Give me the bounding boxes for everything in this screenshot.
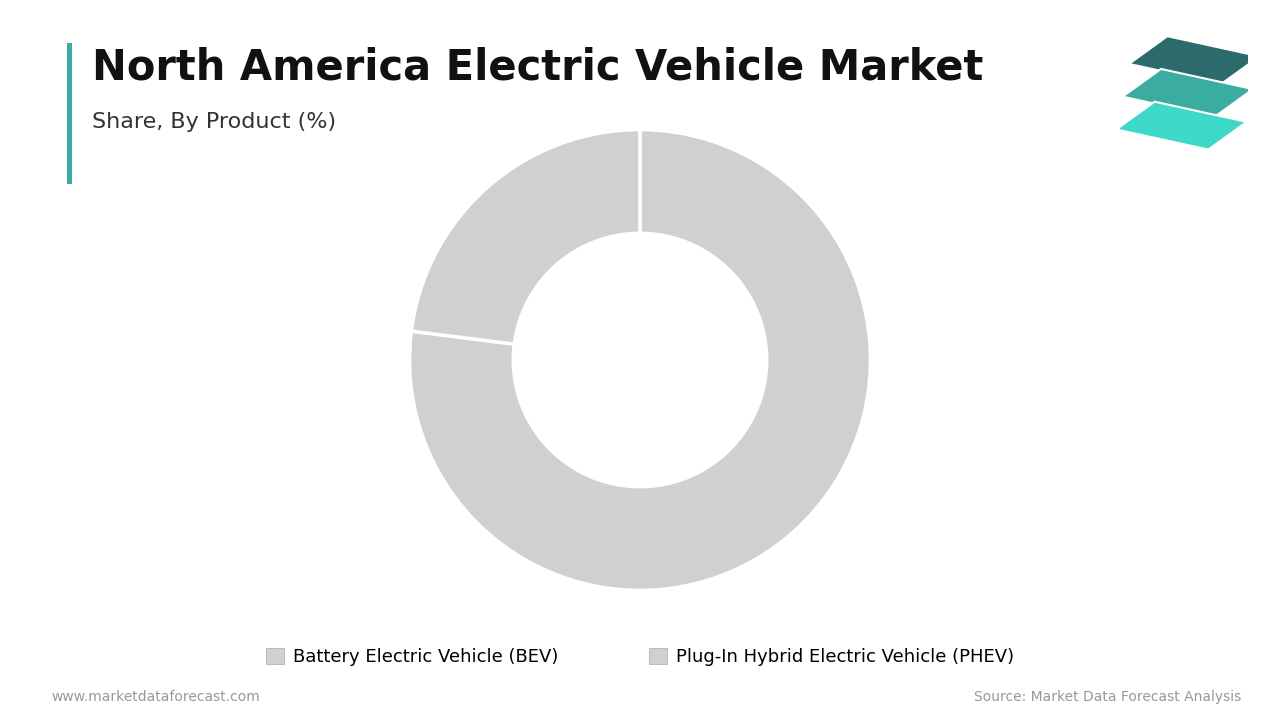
Polygon shape — [1116, 102, 1247, 150]
Text: Share, By Product (%): Share, By Product (%) — [92, 112, 337, 132]
Polygon shape — [1123, 69, 1253, 117]
Wedge shape — [410, 130, 870, 590]
Text: www.marketdataforecast.com: www.marketdataforecast.com — [51, 690, 260, 704]
Text: North America Electric Vehicle Market: North America Electric Vehicle Market — [92, 47, 983, 89]
Polygon shape — [1129, 36, 1260, 84]
Legend: Battery Electric Vehicle (BEV), Plug-In Hybrid Electric Vehicle (PHEV): Battery Electric Vehicle (BEV), Plug-In … — [259, 641, 1021, 673]
Text: Source: Market Data Forecast Analysis: Source: Market Data Forecast Analysis — [974, 690, 1242, 704]
Wedge shape — [411, 130, 640, 344]
